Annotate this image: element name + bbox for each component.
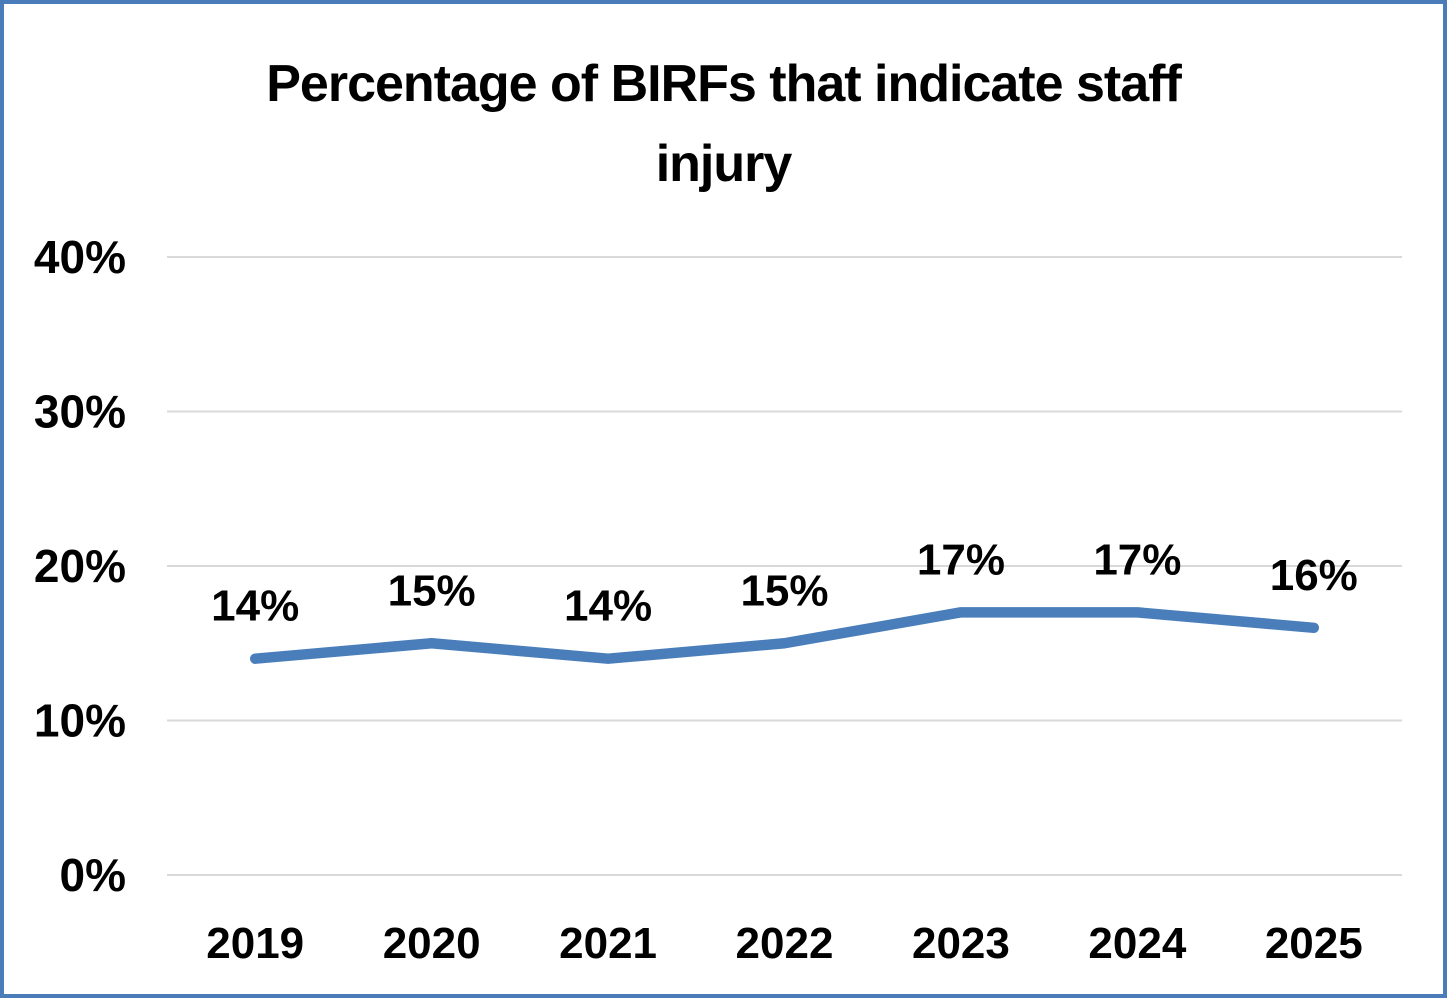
data-label: 14% bbox=[211, 582, 299, 631]
x-axis-tick-label: 2019 bbox=[206, 919, 304, 968]
data-label: 16% bbox=[1270, 551, 1358, 600]
y-axis-tick-label: 40% bbox=[34, 231, 126, 283]
series-line bbox=[249, 607, 1320, 664]
data-label: 15% bbox=[740, 566, 828, 615]
x-axis-tick-label: 2025 bbox=[1265, 919, 1363, 968]
x-axis-tick-label: 2022 bbox=[736, 919, 834, 968]
x-axis-tick-label: 2021 bbox=[559, 919, 657, 968]
data-label: 17% bbox=[917, 535, 1005, 584]
x-axis-tick-label: 2020 bbox=[383, 919, 481, 968]
y-axis-tick-label: 10% bbox=[34, 695, 126, 747]
data-label: 17% bbox=[1093, 535, 1181, 584]
chart-title: Percentage of BIRFs that indicate staff … bbox=[4, 44, 1443, 204]
chart-title-line-1: Percentage of BIRFs that indicate staff bbox=[266, 55, 1182, 113]
data-label: 14% bbox=[564, 582, 652, 631]
chart-title-line-2: injury bbox=[655, 135, 793, 193]
x-axis-tick-label: 2024 bbox=[1088, 919, 1186, 968]
data-label: 15% bbox=[388, 566, 476, 615]
x-axis-tick-label: 2023 bbox=[912, 919, 1010, 968]
y-axis-tick-label: 30% bbox=[34, 386, 126, 438]
y-axis-tick-label: 20% bbox=[34, 540, 126, 592]
y-axis-tick-label: 0% bbox=[60, 849, 126, 901]
line-chart-svg: 0% 10% 20% 30% 40% 2019 2020 2021 2022 2023 2024 20… bbox=[34, 231, 1402, 968]
